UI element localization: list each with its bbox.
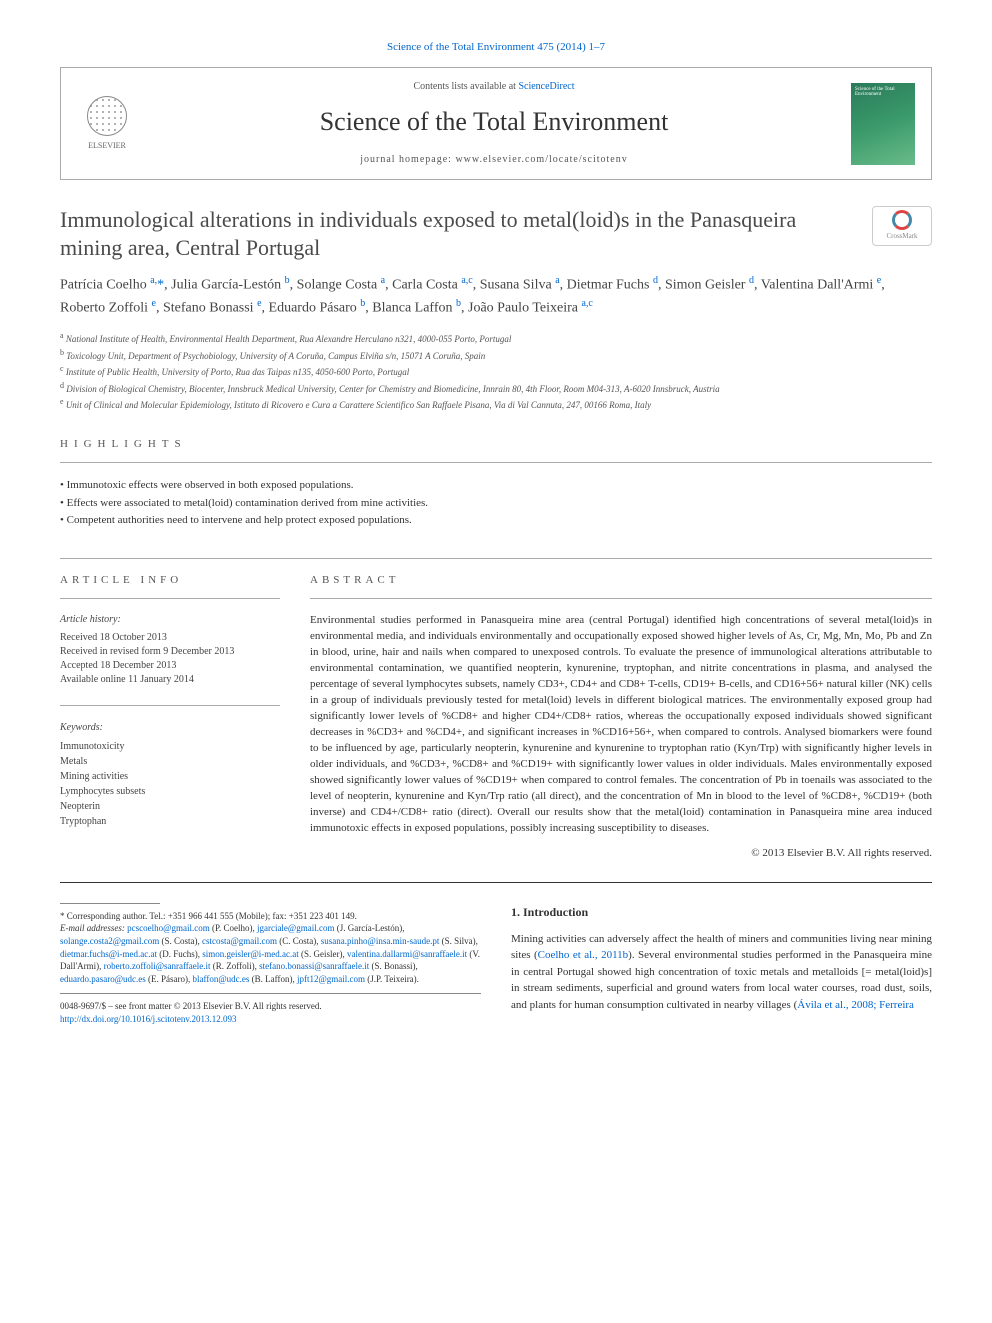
keyword: Tryptophan [60,814,280,829]
email-link[interactable]: roberto.zoffoli@sanraffaele.it [104,961,211,971]
keyword: Lymphocytes subsets [60,784,280,799]
history-line: Received 18 October 2013 [60,631,280,645]
email-link[interactable]: stefano.bonassi@sanraffaele.it [259,961,369,971]
keyword: Metals [60,754,280,769]
keyword: Neopterin [60,799,280,814]
homepage-url[interactable]: www.elsevier.com/locate/scitotenv [455,154,627,165]
abstract-label: ABSTRACT [310,573,932,588]
divider [310,598,932,599]
article-title: Immunological alterations in individuals… [60,206,872,263]
email-link[interactable]: valentina.dallarmi@sanraffaele.it [347,949,467,959]
contents-line: Contents lists available at ScienceDirec… [137,80,851,94]
introduction-section: 1. Introduction Mining activities can ad… [511,903,932,1026]
article-history: Article history: Received 18 October 201… [60,613,280,687]
journal-homepage: journal homepage: www.elsevier.com/locat… [137,153,851,167]
keyword: Mining activities [60,769,280,784]
affiliation-line: c Institute of Public Health, University… [60,363,932,380]
email-addresses: E-mail addresses: pcscoelho@gmail.com (P… [60,922,481,985]
highlights-label: HIGHLIGHTS [60,437,932,452]
elsevier-label: ELSEVIER [88,140,126,151]
email-link[interactable]: blaffon@udc.es [193,974,250,984]
email-link[interactable]: eduardo.pasaro@udc.es [60,974,146,984]
highlight-item: Effects were associated to metal(loid) c… [60,495,932,513]
sciencedirect-link[interactable]: ScienceDirect [518,81,574,92]
history-line: Available online 11 January 2014 [60,673,280,687]
author-list: Patrícia Coelho a,*, Julia García-Lestón… [60,273,932,318]
copyright: © 2013 Elsevier B.V. All rights reserved… [310,846,932,861]
ref-link[interactable]: Ávila et al., 2008; Ferreira [797,999,914,1011]
highlights-list: Immunotoxic effects were observed in bot… [60,477,932,530]
divider [60,705,280,706]
divider [60,598,280,599]
affiliation-line: b Toxicology Unit, Department of Psychob… [60,347,932,364]
affiliation-line: e Unit of Clinical and Molecular Epidemi… [60,396,932,413]
history-line: Received in revised form 9 December 2013 [60,645,280,659]
email-link[interactable]: solange.costa2@gmail.com [60,936,159,946]
corresponding-line: * Corresponding author. Tel.: +351 966 4… [60,910,481,923]
keywords: Keywords: ImmunotoxicityMetalsMining act… [60,720,280,829]
article-info-label: ARTICLE INFO [60,573,280,588]
footnote-rule [60,903,160,904]
top-citation: Science of the Total Environment 475 (20… [60,40,932,55]
highlight-item: Immunotoxic effects were observed in bot… [60,477,932,495]
affiliation-line: a National Institute of Health, Environm… [60,330,932,347]
email-link[interactable]: simon.geisler@i-med.ac.at [202,949,299,959]
footer-publication-info: 0048-9697/$ – see front matter © 2013 El… [60,993,481,1025]
intro-paragraph: Mining activities can adversely affect t… [511,931,932,1014]
ref-link[interactable]: Coelho et al., 2011b [538,949,629,961]
abstract-text: Environmental studies performed in Panas… [310,613,932,836]
email-link[interactable]: jgarciale@gmail.com [257,923,335,933]
crossmark-badge[interactable]: CrossMark [872,206,932,246]
section-divider [60,882,932,883]
elsevier-logo: ELSEVIER [77,89,137,159]
corresponding-footnote: * Corresponding author. Tel.: +351 966 4… [60,903,481,1026]
divider [60,462,932,463]
email-link[interactable]: dietmar.fuchs@i-med.ac.at [60,949,157,959]
doi-link[interactable]: http://dx.doi.org/10.1016/j.scitotenv.20… [60,1014,237,1024]
journal-header: ELSEVIER Contents lists available at Sci… [60,67,932,179]
history-line: Accepted 18 December 2013 [60,659,280,673]
citation-link[interactable]: Science of the Total Environment 475 (20… [387,41,605,53]
affiliations: a National Institute of Health, Environm… [60,330,932,413]
divider [60,558,932,559]
keyword: Immunotoxicity [60,739,280,754]
email-link[interactable]: susana.pinho@insa.min-saude.pt [321,936,440,946]
elsevier-tree-icon [87,96,127,136]
crossmark-icon [892,210,912,230]
journal-name: Science of the Total Environment [137,104,851,140]
email-link[interactable]: pcscoelho@gmail.com [127,923,210,933]
email-link[interactable]: jpft12@gmail.com [297,974,365,984]
affiliation-line: d Division of Biological Chemistry, Bioc… [60,380,932,397]
journal-cover-thumb: Science of the Total Environment [851,83,915,165]
email-link[interactable]: cstcosta@gmail.com [202,936,277,946]
highlight-item: Competent authorities need to intervene … [60,512,932,530]
intro-heading: 1. Introduction [511,903,932,921]
